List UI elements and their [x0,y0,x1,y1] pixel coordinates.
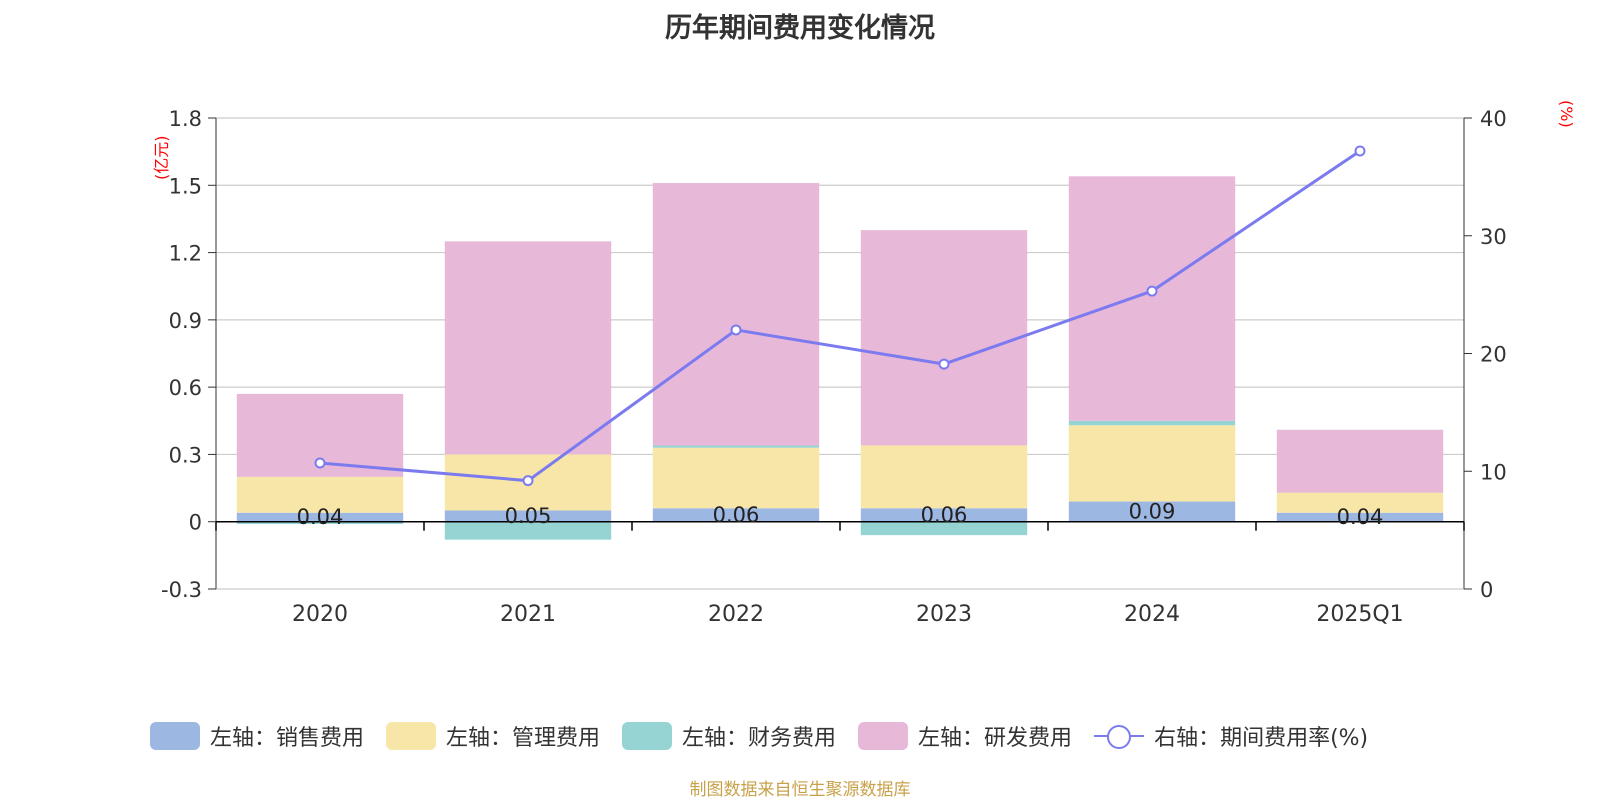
expense-rate-point-2025Q1 [1354,145,1366,157]
bar-segment-3-2020 [236,521,404,524]
left-axis-tick-label: 0.6 [169,376,202,400]
legend-label-expense-rate: 右轴：期间费用率(%) [1154,726,1369,751]
x-axis-label-2025Q1: 2025Q1 [1316,602,1403,627]
right-axis-tick-label: 20 [1480,343,1507,367]
data-label-sales-2024: 0.09 [1129,500,1176,524]
x-axis-label-2020: 2020 [292,602,348,627]
legend-item-finance[interactable]: 左轴：财务费用 [622,720,836,752]
legend-item-admin[interactable]: 左轴：管理费用 [386,720,600,752]
left-axis-tick-label: -0.3 [161,578,202,602]
left-axis-tick-label: 0.3 [169,443,202,467]
bar-segment-1-2022 [652,508,820,522]
right-axis-tick-label: 0 [1480,578,1493,602]
bar-segment-1-2020 [236,512,404,522]
bar-segment-2-2024 [1068,425,1236,502]
expense-rate-point-2024 [1146,285,1158,297]
legend-label-finance: 左轴：财务费用 [682,726,837,751]
bar-segment-3-2023 [860,521,1028,536]
expense-rate-point-2020 [314,457,326,469]
chart-canvas: -0.3 0 0.3 0.6 0.9 1.2 1.5 1.8 0 10 20 30 40 2020 2021… [161,107,1507,627]
legend-swatch-finance [622,722,673,750]
left-axis-tick-label: 1.8 [169,107,202,131]
x-axis-label-2024: 2024 [1124,602,1180,627]
bar-segment-2-2023 [860,445,1028,509]
data-label-sales-2021: 0.05 [505,504,552,528]
bar-segment-3-2024 [1068,420,1236,426]
right-axis-tick-label: 10 [1480,460,1507,484]
x-axis-label-2022: 2022 [708,602,764,627]
expense-rate-line [319,149,1361,483]
bar-segment-1-2024 [1068,501,1236,522]
left-axis-tick-label: 1.2 [169,242,202,266]
legend-item-rnd[interactable]: 左轴：研发费用 [858,720,1072,752]
bar-segment-4-2025Q1 [1276,429,1444,493]
legend: 左轴：销售费用 左轴：管理费用 左轴：财务费用 左轴：研发费用 右轴：期间费用率… [150,720,1390,752]
legend-label-admin: 左轴：管理费用 [446,726,601,751]
legend-item-sales[interactable]: 左轴：销售费用 [150,720,364,752]
data-label-sales-2022: 0.06 [713,503,760,527]
bar-segment-1-2023 [860,508,1028,522]
legend-item-expense-rate[interactable]: 右轴：期间费用率(%) [1094,720,1368,752]
data-label-sales-2020: 0.04 [297,505,344,529]
left-axis-tick-label: 1.5 [169,174,202,198]
bar-segment-2-2020 [236,476,404,513]
bar-segment-3-2021 [444,521,612,540]
bar-segment-4-2021 [444,241,612,455]
right-axis-tick-label: 40 [1480,107,1507,131]
bar-segment-2-2025Q1 [1276,492,1444,513]
left-axis-tick-label: 0.9 [169,309,202,333]
x-axis-label-2023: 2023 [916,602,972,627]
legend-swatch-rnd [858,722,909,750]
bar-segment-3-2022 [652,445,820,448]
bar-segment-4-2023 [860,230,1028,446]
x-axis-label-2021: 2021 [500,602,556,627]
expense-rate-point-2021 [522,475,534,487]
expense-rate-point-2022 [730,324,742,336]
legend-label-rnd: 左轴：研发费用 [918,726,1073,751]
legend-swatch-expense-rate [1094,722,1145,750]
legend-swatch-sales [150,722,200,750]
left-axis-tick-label: 0 [189,511,202,535]
bar-segment-1-2025Q1 [1276,512,1444,522]
bar-segment-1-2021 [444,510,612,522]
bar-segment-2-2022 [652,447,820,509]
right-axis-tick-label: 30 [1480,225,1507,249]
data-label-sales-2023: 0.06 [921,503,968,527]
legend-label-sales: 左轴：销售费用 [210,726,365,751]
data-source-note: 制图数据来自恒生聚源数据库 [689,780,911,800]
legend-swatch-admin [386,722,437,750]
expense-rate-point-2023 [938,358,950,370]
data-label-sales-2025Q1: 0.04 [1337,505,1384,529]
bar-segment-4-2024 [1068,176,1236,421]
bar-segment-4-2022 [652,183,820,446]
chart-title: 历年期间费用变化情况 [665,13,935,44]
